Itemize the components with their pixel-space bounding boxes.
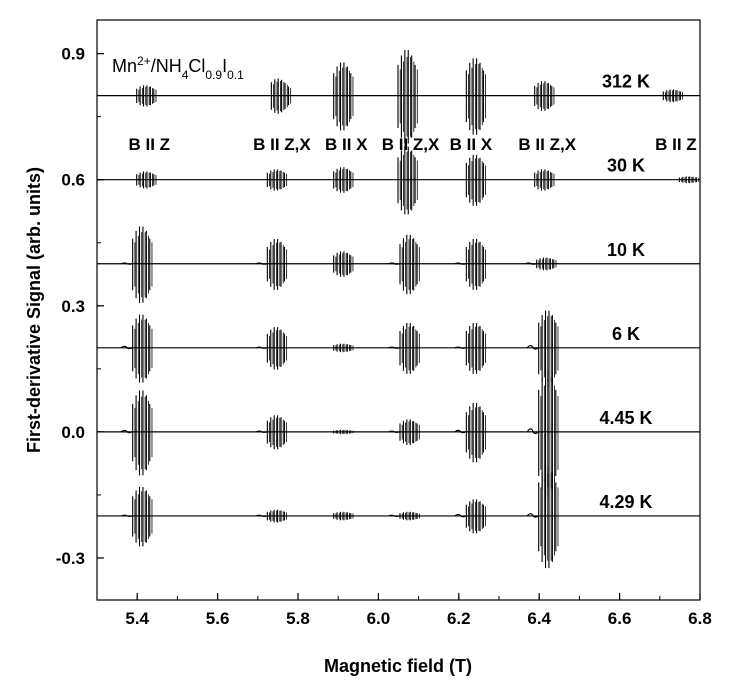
lead-feature	[120, 262, 133, 265]
series-label-0: 312 K	[602, 72, 650, 92]
orientation-label-3: B II Z,X	[382, 135, 440, 154]
lead-feature	[526, 428, 539, 435]
y-tick-label-4: 0.9	[61, 45, 85, 64]
hyperfine-group	[526, 466, 559, 569]
title-part: 2+	[137, 54, 151, 68]
hyperfine-group	[120, 390, 153, 476]
hyperfine-group	[333, 429, 354, 435]
hyperfine-group	[465, 154, 487, 206]
series-label-1: 30 K	[607, 156, 645, 176]
series-label-5: 4.29 K	[599, 492, 652, 512]
title-part: /NH	[151, 56, 182, 76]
hyperfine-group	[454, 499, 487, 534]
lead-feature	[526, 344, 539, 350]
hyperfine-group	[662, 89, 684, 103]
y-axis-title: First-derivative Signal (arb. units)	[24, 167, 44, 453]
series-label-3: 6 K	[612, 324, 640, 344]
y-tick-label-1: 0.0	[61, 423, 85, 442]
hyperfine-group	[397, 50, 418, 144]
hyperfine-group	[388, 322, 420, 374]
lead-feature	[524, 262, 537, 265]
lead-feature	[120, 429, 133, 434]
series-label-4: 4.45 K	[599, 408, 652, 428]
hyperfine-group	[266, 169, 288, 191]
hyperfine-group	[526, 310, 559, 387]
hyperfine-group	[454, 402, 487, 463]
title-part: 0.1	[227, 68, 244, 82]
orientation-label-1: B II Z,X	[253, 135, 311, 154]
lead-feature	[454, 346, 466, 349]
x-tick-label-4: 6.2	[447, 609, 471, 628]
lead-feature	[454, 429, 467, 434]
lead-feature	[388, 346, 400, 349]
orientation-label-2: B II X	[325, 135, 368, 154]
hyperfine-group	[333, 251, 354, 277]
x-tick-label-0: 5.4	[125, 609, 149, 628]
axis-ticks: 5.4 5.6 5.8 6.0 6.2 6.4 6.6 6.8 -0.3 0.0 0.3 0.6 0.9	[56, 45, 712, 628]
orientation-label-5: B II Z,X	[518, 135, 576, 154]
title-part: 4	[182, 68, 189, 82]
lead-feature	[454, 513, 467, 518]
y-tick-label-2: 0.3	[61, 297, 85, 316]
lead-feature	[388, 262, 400, 265]
lead-feature	[255, 430, 267, 433]
lead-feature	[255, 262, 267, 265]
chart-title: Mn2+/NH4Cl0.9I0.1	[112, 54, 244, 82]
x-tick-label-3: 6.0	[367, 609, 391, 628]
hyperfine-group	[388, 419, 420, 445]
series-label-2: 10 K	[607, 240, 645, 260]
hyperfine-group	[388, 511, 420, 521]
hyperfine-group	[136, 171, 157, 189]
x-tick-label-2: 5.8	[286, 609, 310, 628]
hyperfine-group	[255, 327, 288, 370]
lead-feature	[120, 345, 133, 350]
hyperfine-group	[136, 85, 157, 107]
hyperfine-group	[678, 176, 700, 184]
hyperfine-group	[534, 81, 555, 111]
hyperfine-group	[333, 167, 354, 193]
title-part: 0.9	[205, 68, 222, 82]
y-tick-label-0: -0.3	[56, 549, 85, 568]
hyperfine-group	[333, 62, 354, 131]
title-part: Cl	[188, 56, 205, 76]
x-axis-title: Magnetic field (T)	[324, 656, 472, 676]
x-tick-label-1: 5.6	[206, 609, 230, 628]
lead-feature	[388, 430, 400, 433]
orientation-label-6: B II Z	[655, 135, 697, 154]
lead-feature	[454, 262, 466, 265]
lead-feature	[120, 514, 133, 517]
lead-feature	[255, 514, 267, 517]
hyperfine-group	[120, 486, 153, 547]
orientation-label-4: B II X	[450, 135, 493, 154]
hyperfine-group	[333, 511, 354, 521]
y-tick-label-3: 0.6	[61, 171, 85, 190]
x-tick-label-6: 6.6	[608, 609, 632, 628]
hyperfine-group	[255, 415, 288, 450]
hyperfine-group	[397, 146, 418, 215]
hyperfine-group	[255, 238, 288, 290]
hyperfine-group	[120, 314, 153, 383]
title-part: I	[222, 56, 227, 76]
hyperfine-group	[270, 78, 292, 114]
hyperfine-group	[465, 58, 487, 135]
x-tick-label-7: 6.8	[688, 609, 712, 628]
hyperfine-group	[333, 343, 354, 353]
hyperfine-group	[524, 257, 557, 271]
x-tick-label-5: 6.4	[527, 609, 551, 628]
lead-feature	[255, 346, 267, 349]
hyperfine-group	[454, 238, 487, 290]
orientation-label-0: B II Z	[128, 135, 170, 154]
lead-feature	[388, 514, 400, 517]
hyperfine-group	[388, 234, 420, 295]
lead-feature	[526, 513, 539, 518]
hyperfine-group	[120, 226, 153, 303]
hyperfine-group	[534, 169, 555, 191]
hyperfine-group	[255, 509, 288, 523]
hyperfine-group	[454, 322, 487, 374]
chart-labels: Mn2+/NH4Cl0.9I0.1 Magnetic field (T) Fir…	[24, 54, 697, 676]
title-part: Mn	[112, 56, 137, 76]
spectra-traces	[97, 50, 700, 569]
